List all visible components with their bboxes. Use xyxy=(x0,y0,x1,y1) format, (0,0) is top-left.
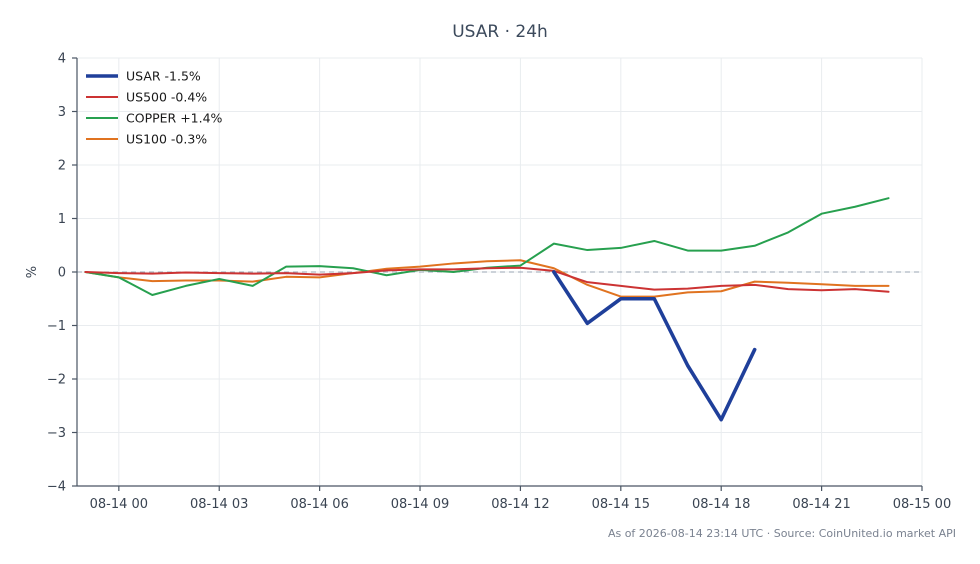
x-tick-label: 08-14 09 xyxy=(391,497,449,512)
y-axis-label: % xyxy=(25,266,40,278)
x-tick-label: 08-14 15 xyxy=(592,497,650,512)
legend-label: US500 -0.4% xyxy=(126,90,207,105)
axes xyxy=(72,57,923,491)
y-tick-label: 1 xyxy=(58,212,66,227)
x-tick-label: 08-15 00 xyxy=(893,497,951,512)
legend-label: US100 -0.3% xyxy=(126,132,207,147)
y-tick-label: 2 xyxy=(58,159,66,174)
x-tick-label: 08-14 00 xyxy=(90,497,148,512)
x-tick-label: 08-14 06 xyxy=(290,497,348,512)
y-tick-label: 3 xyxy=(58,105,66,120)
x-tick-label: 08-14 12 xyxy=(491,497,549,512)
y-tick-label: −3 xyxy=(47,426,66,441)
x-tick-label: 08-14 21 xyxy=(792,497,850,512)
legend-label: COPPER +1.4% xyxy=(126,111,223,126)
y-tick-label: −1 xyxy=(47,319,66,334)
series-line-4 xyxy=(84,259,890,298)
series-group xyxy=(84,197,890,422)
x-tick-label: 08-14 18 xyxy=(692,497,750,512)
y-tick-label: −4 xyxy=(47,480,66,495)
series-line-2 xyxy=(84,266,890,293)
x-tick-labels: 08-14 00 08-14 03 08-14 06 08-14 09 08-14 12… xyxy=(90,497,952,512)
y-tick-label: 0 xyxy=(58,266,66,281)
y-tick-label: −2 xyxy=(47,373,66,388)
y-tick-label: 4 xyxy=(58,52,66,67)
series-line-1 xyxy=(552,270,757,422)
legend-label: USAR -1.5% xyxy=(126,69,201,84)
y-tick-labels: 4 3 2 1 0 −1 −2 −3 −4 xyxy=(47,52,66,495)
footer-source-note: As of 2026-08-14 23:14 UTC · Source: Coi… xyxy=(608,527,956,540)
chart-title: USAR · 24h xyxy=(452,22,548,42)
x-tick-label: 08-14 03 xyxy=(190,497,248,512)
legend: USAR -1.5% US500 -0.4% COPPER +1.4% US100 -… xyxy=(86,69,223,147)
